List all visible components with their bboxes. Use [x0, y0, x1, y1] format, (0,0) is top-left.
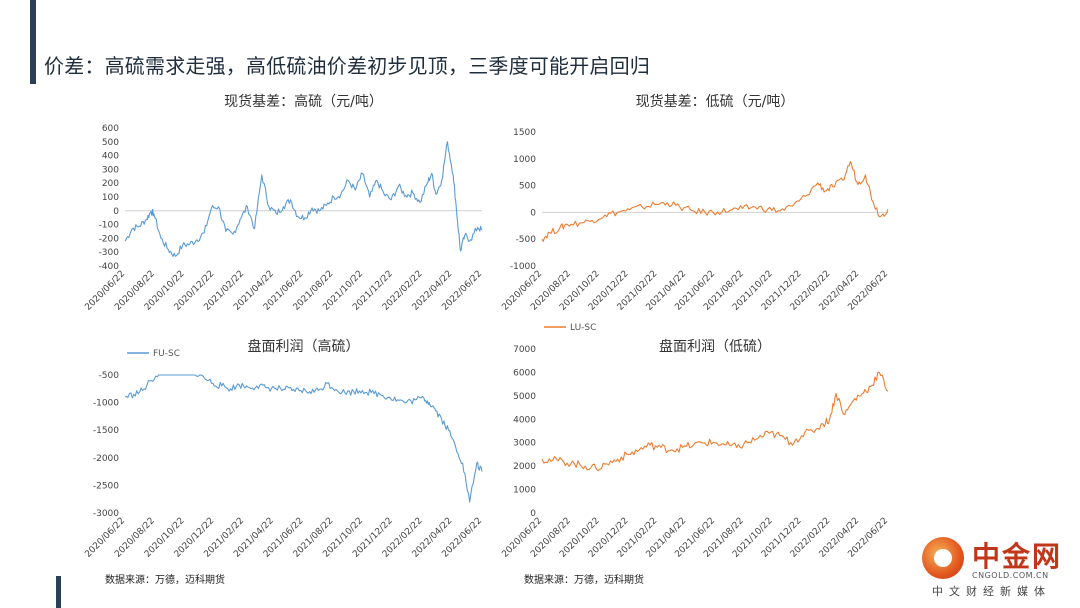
- y-tick-label: 0: [530, 208, 536, 218]
- y-tick-label: 100: [102, 193, 119, 203]
- y-tick-label: -100: [99, 221, 120, 231]
- y-tick-label: 3000: [513, 439, 536, 449]
- data-source-right: 数据来源：万德，迈科期货: [524, 575, 644, 586]
- y-tick-label: -500: [516, 235, 537, 245]
- brand-logo: 中金网 CNGOLD.COM.CN 中文财经新媒体: [910, 535, 1070, 605]
- y-tick-label: 4000: [513, 415, 536, 425]
- logo-mark-icon: [922, 537, 964, 579]
- y-tick-label: 7000: [513, 345, 536, 355]
- series-line: [124, 374, 483, 503]
- y-tick-label: 0: [530, 509, 536, 519]
- y-tick-label: 1000: [513, 486, 536, 496]
- legend-label: FU-SC: [153, 349, 180, 359]
- y-tick-label: 300: [102, 165, 119, 175]
- y-tick-label: -3000: [93, 509, 119, 519]
- chart-hsfo-profit: 盘面利润（高硫） -500 -1000 -1500 -2000 -2500 -3000 202…: [70, 333, 490, 563]
- chart-title: 现货基差：低硫（元/吨）: [636, 93, 795, 110]
- y-tick-label: 1500: [513, 128, 536, 138]
- chart-title: 盘面利润（低硫）: [659, 338, 771, 355]
- y-tick-label: -1500: [93, 426, 119, 436]
- data-source-left: 数据来源：万德，迈科期货: [105, 575, 225, 586]
- y-tick-label: 500: [102, 138, 119, 148]
- logo-url: CNGOLD.COM.CN: [972, 571, 1049, 580]
- y-tick-label: 6000: [513, 368, 536, 378]
- y-tick-label: -2000: [93, 454, 119, 464]
- logo-name: 中金网: [972, 540, 1063, 573]
- y-tick-label: 600: [102, 124, 119, 134]
- logo-tagline: 中文财经新媒体: [932, 585, 1051, 598]
- series-line: [541, 160, 889, 242]
- y-tick-label: -1000: [510, 262, 536, 272]
- chart-hsfo-basis: 现货基差：高硫（元/吨） 600 500 400 300 200 100 0 -100 -200 -…: [70, 88, 490, 328]
- legend-label: LU-SC: [570, 323, 596, 333]
- series-line: [541, 371, 889, 472]
- y-tick-label: 5000: [513, 392, 536, 402]
- chart-lsfo-basis: 现货基差：低硫（元/吨） 1500 1000 500 0 -500 -1000 2020/06…: [490, 88, 910, 328]
- y-tick-label: 200: [102, 179, 119, 189]
- y-tick-label: -300: [99, 248, 120, 258]
- chart-lsfo-profit: 盘面利润（低硫） 7000 6000 5000 4000 3000 2000 1000 0 202…: [490, 323, 910, 563]
- y-tick-label: 1000: [513, 155, 536, 165]
- bottom-accent-bar: [56, 576, 61, 608]
- y-tick-label: -500: [99, 371, 120, 381]
- y-tick-label: -1000: [93, 399, 119, 409]
- chart-title: 现货基差：高硫（元/吨）: [224, 93, 383, 110]
- y-tick-label: 400: [102, 152, 119, 162]
- series-line: [124, 141, 483, 257]
- y-tick-label: -200: [99, 234, 120, 244]
- y-tick-label: 0: [113, 207, 119, 217]
- y-tick-label: -2500: [93, 481, 119, 491]
- title-accent-bar: [30, 0, 36, 84]
- chart-title: 盘面利润（高硫）: [248, 338, 360, 355]
- page-title: 价差：高硫需求走强，高低硫油价差初步见顶，三季度可能开启回归: [44, 54, 650, 78]
- y-tick-label: 2000: [513, 462, 536, 472]
- y-tick-label: 500: [519, 182, 536, 192]
- y-tick-label: -400: [99, 262, 120, 272]
